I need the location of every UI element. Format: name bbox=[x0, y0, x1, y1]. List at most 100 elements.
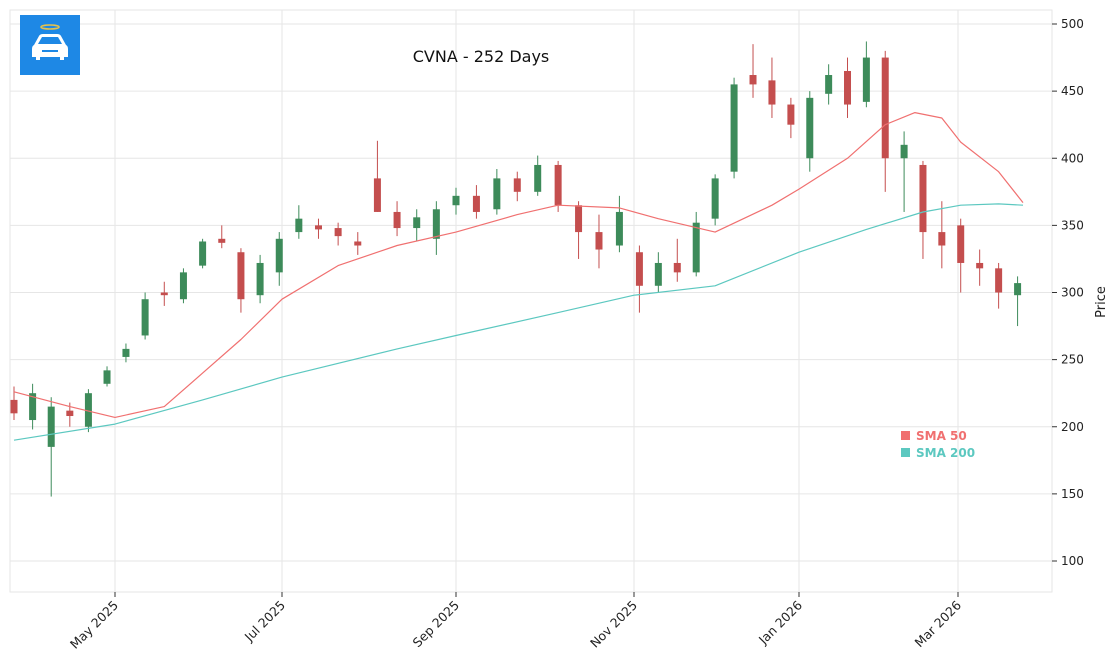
candle-body bbox=[314, 225, 322, 230]
candle bbox=[237, 248, 245, 313]
candle-body bbox=[256, 262, 264, 296]
candle-body bbox=[711, 178, 719, 219]
candle bbox=[806, 91, 814, 172]
candle bbox=[334, 222, 342, 246]
candle bbox=[513, 171, 521, 202]
candle bbox=[881, 50, 889, 192]
candle-body bbox=[749, 75, 757, 85]
candle-body bbox=[730, 84, 738, 172]
candle-body bbox=[768, 80, 776, 105]
candle bbox=[432, 201, 440, 255]
candle bbox=[256, 254, 264, 304]
candle-body bbox=[472, 195, 480, 212]
candles bbox=[10, 41, 1022, 497]
candle bbox=[452, 187, 460, 215]
legend-label-sma200: SMA 200 bbox=[916, 446, 975, 460]
candle-body bbox=[275, 238, 283, 273]
x-tick-label: May 2025 bbox=[67, 598, 121, 652]
candle-body bbox=[47, 406, 55, 447]
candle-body bbox=[938, 232, 946, 246]
y-tick-label: 200 bbox=[1061, 420, 1084, 434]
candle bbox=[575, 201, 583, 259]
candle bbox=[10, 386, 18, 421]
candle-body bbox=[635, 252, 643, 286]
candle-body bbox=[160, 292, 168, 296]
candle bbox=[354, 232, 362, 255]
chart-title: CVNA - 252 Days bbox=[413, 47, 550, 66]
candle-body bbox=[844, 70, 852, 105]
legend-label-sma50: SMA 50 bbox=[916, 429, 967, 443]
sma-50-line bbox=[13, 111, 1024, 418]
candle bbox=[615, 195, 623, 253]
candle-body bbox=[900, 144, 908, 159]
candle bbox=[199, 238, 207, 269]
candle-body bbox=[334, 228, 342, 237]
candle bbox=[957, 218, 965, 293]
candle-body bbox=[862, 57, 870, 102]
candle-body bbox=[218, 238, 226, 243]
candle-body bbox=[432, 209, 440, 239]
y-tick-label: 350 bbox=[1061, 218, 1084, 232]
candle bbox=[711, 174, 719, 226]
legend-swatch-sma50 bbox=[901, 431, 910, 440]
candle-body bbox=[673, 262, 681, 273]
candle bbox=[844, 57, 852, 118]
x-tick-label: Mar 2026 bbox=[912, 597, 965, 650]
candle-body bbox=[806, 97, 814, 159]
candle bbox=[534, 155, 542, 196]
y-tick-label: 250 bbox=[1061, 353, 1084, 367]
x-tick-label: Sep 2025 bbox=[410, 598, 463, 651]
y-tick-label: 400 bbox=[1061, 151, 1084, 165]
candle bbox=[413, 209, 421, 242]
grid bbox=[10, 10, 1052, 592]
sma-lines bbox=[13, 111, 1024, 441]
candle bbox=[141, 292, 149, 340]
candle-body bbox=[373, 178, 381, 212]
candle-body bbox=[493, 178, 501, 210]
candle bbox=[103, 366, 111, 387]
candle bbox=[275, 232, 283, 286]
candle bbox=[825, 64, 833, 105]
candle bbox=[749, 44, 757, 98]
candle-body bbox=[29, 393, 37, 421]
candle-body bbox=[84, 393, 92, 427]
candle-body bbox=[354, 241, 362, 246]
y-tick-label: 450 bbox=[1061, 84, 1084, 98]
candle bbox=[938, 201, 946, 269]
candle bbox=[493, 168, 501, 215]
y-tick-label: 500 bbox=[1061, 17, 1084, 31]
candle-body bbox=[122, 348, 130, 357]
candle bbox=[595, 214, 603, 269]
candle-body bbox=[554, 164, 562, 206]
candle-body bbox=[787, 104, 795, 125]
candle bbox=[919, 160, 927, 259]
car-with-halo-icon bbox=[20, 15, 80, 75]
y-tick-label: 150 bbox=[1061, 487, 1084, 501]
candle-body bbox=[413, 217, 421, 229]
candle bbox=[787, 97, 795, 139]
x-tick-label: Jul 2025 bbox=[241, 598, 288, 645]
candle bbox=[373, 140, 381, 212]
candle bbox=[47, 397, 55, 497]
candle bbox=[472, 185, 480, 219]
candle bbox=[1014, 276, 1022, 327]
candle-body bbox=[295, 218, 303, 233]
y-axis: 100 150 200 250 300 350 400 450 500 bbox=[1052, 17, 1084, 568]
candle bbox=[654, 252, 662, 293]
candle-body bbox=[10, 399, 18, 414]
candle-body bbox=[452, 195, 460, 206]
candle-body bbox=[595, 232, 603, 250]
candle bbox=[673, 238, 681, 282]
candle-body bbox=[575, 205, 583, 233]
candle bbox=[768, 57, 776, 118]
candle-body bbox=[513, 178, 521, 192]
candle-body bbox=[534, 164, 542, 192]
candle-body bbox=[66, 410, 74, 417]
candle bbox=[393, 201, 401, 237]
candle-body bbox=[1014, 283, 1022, 296]
plot-frame bbox=[9, 9, 1053, 593]
candle-body bbox=[976, 262, 984, 269]
x-axis: May 2025 Jul 2025 Sep 2025 Nov 2025 Jan 2026… bbox=[67, 592, 964, 652]
y-axis-label: Price bbox=[1094, 286, 1109, 318]
